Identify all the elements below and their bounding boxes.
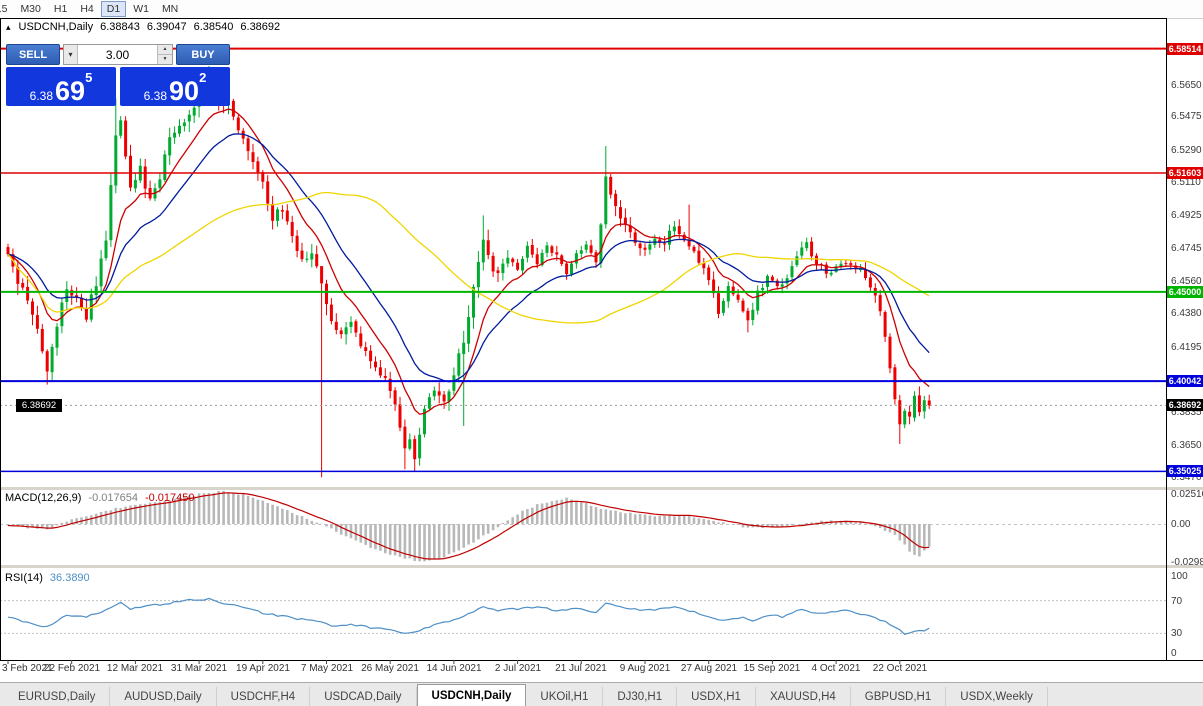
ohlc-high: 6.39047 (146, 21, 187, 33)
tf-button-mn[interactable]: MN (156, 1, 184, 17)
tab-usdchf-h4[interactable]: USDCHF,H4 (217, 687, 311, 706)
tab-dj30-h1[interactable]: DJ30,H1 (603, 687, 678, 706)
tab-eurusd-daily[interactable]: EURUSD,Daily (4, 687, 111, 706)
chart-symbol-period: USDCNH,Daily (18, 21, 94, 33)
volume-decrease-button[interactable]: ▼ (158, 55, 172, 64)
volume-value[interactable]: 3.00 (105, 47, 130, 62)
tab-usdcad-daily[interactable]: USDCAD,Daily (310, 687, 417, 706)
tf-button-w1[interactable]: W1 (127, 1, 155, 17)
ask-price-box[interactable]: 6.38 90 2 (120, 67, 230, 106)
buy-button[interactable]: BUY (176, 44, 230, 65)
rsi-value: 36.3890 (49, 572, 90, 584)
tf-button-m15[interactable]: M15 (0, 1, 13, 17)
tab-usdx-h1[interactable]: USDX,H1 (677, 687, 756, 706)
one-click-trading-panel: SELL ▾ 3.00 ▲ ▼ BUY 6.38 69 5 (6, 44, 230, 106)
rsi-indicator-header: RSI(14) 36.3890 (5, 572, 90, 584)
sell-button[interactable]: SELL (6, 44, 60, 65)
ohlc-low: 6.38540 (193, 21, 234, 33)
volume-arrows: ▲ ▼ (157, 45, 172, 64)
volume-increase-button[interactable]: ▲ (158, 45, 172, 55)
tf-button-d1[interactable]: D1 (100, 1, 127, 17)
ohlc-open: 6.38843 (100, 21, 140, 33)
tab-gbpusd-h1[interactable]: GBPUSD,H1 (851, 687, 947, 706)
chart-tab-bar: EURUSD,Daily AUDUSD,Daily USDCHF,H4 USDCAD,… (0, 682, 1203, 706)
bid-prefix: 6.38 (29, 88, 54, 103)
collapse-trade-panel-icon[interactable]: ▴ (6, 21, 11, 32)
bid-big-digits: 69 (55, 76, 86, 107)
volume-dropdown-icon[interactable]: ▾ (64, 45, 78, 64)
tab-xauusd-h4[interactable]: XAUUSD,H4 (756, 687, 851, 706)
timeframe-toolbar: M15M30H1H4D1W1MN (0, 0, 1203, 19)
tf-button-m30[interactable]: M30 (14, 1, 46, 17)
tab-usdcnh-daily[interactable]: USDCNH,Daily (416, 684, 527, 706)
price-axis[interactable] (1167, 18, 1203, 660)
rsi-title: RSI(14) (5, 572, 43, 584)
ohlc-close: 6.38692 (240, 21, 281, 33)
bid-pip-digit: 5 (85, 70, 93, 85)
time-axis[interactable] (0, 661, 1166, 680)
tf-button-h1[interactable]: H1 (48, 1, 73, 17)
macd-main-value: -0.017654 (88, 492, 138, 504)
macd-title: MACD(12,26,9) (5, 492, 82, 504)
tab-audusd-daily[interactable]: AUDUSD,Daily (110, 687, 217, 706)
tab-ukoil-h1[interactable]: UKOil,H1 (526, 687, 604, 706)
tf-button-h4[interactable]: H4 (74, 1, 99, 17)
macd-indicator-header: MACD(12,26,9) -0.017654 -0.017450 (5, 492, 195, 504)
tab-usdx-weekly[interactable]: USDX,Weekly (946, 687, 1048, 706)
macd-signal-value: -0.017450 (144, 492, 195, 504)
bid-price-box[interactable]: 6.38 69 5 (6, 67, 116, 106)
ask-prefix: 6.38 (143, 88, 168, 103)
ask-pip-digit: 2 (199, 70, 207, 85)
ask-big-digits: 90 (169, 76, 200, 107)
chart-ohlc-header: ▴ USDCNH,Daily 6.38843 6.39047 6.38540 6… (6, 21, 280, 33)
volume-spinner: ▾ 3.00 ▲ ▼ (63, 44, 173, 65)
